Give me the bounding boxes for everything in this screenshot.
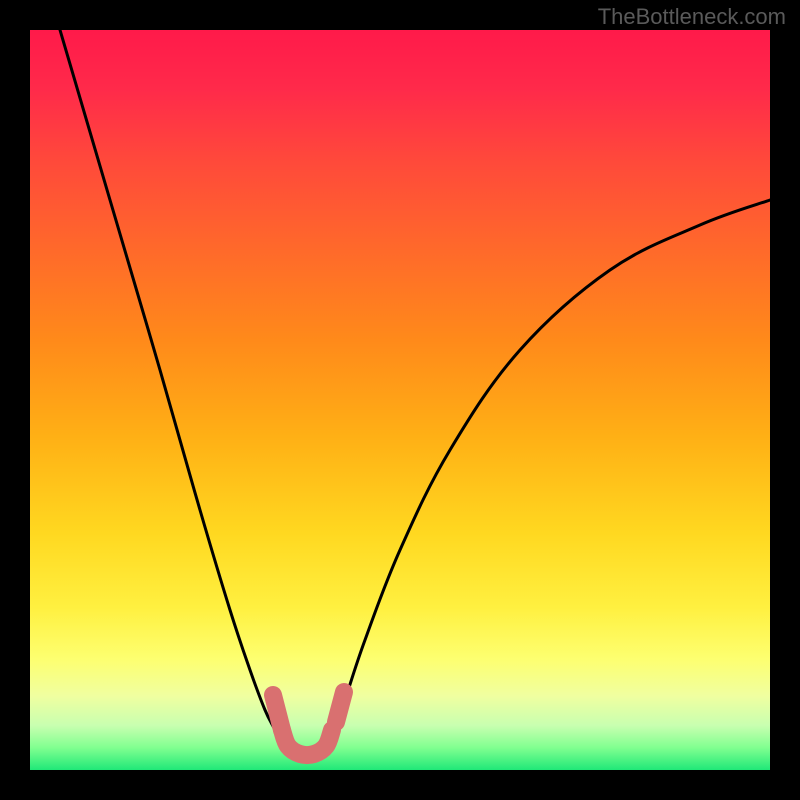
curve-layer [30,30,770,770]
bottleneck-curve [60,30,770,755]
chart-root: TheBottleneck.com [0,0,800,800]
plot-area [30,30,770,770]
highlight-bottom-u [282,730,332,755]
highlight-right-tick [336,692,344,722]
watermark-text: TheBottleneck.com [598,4,786,30]
